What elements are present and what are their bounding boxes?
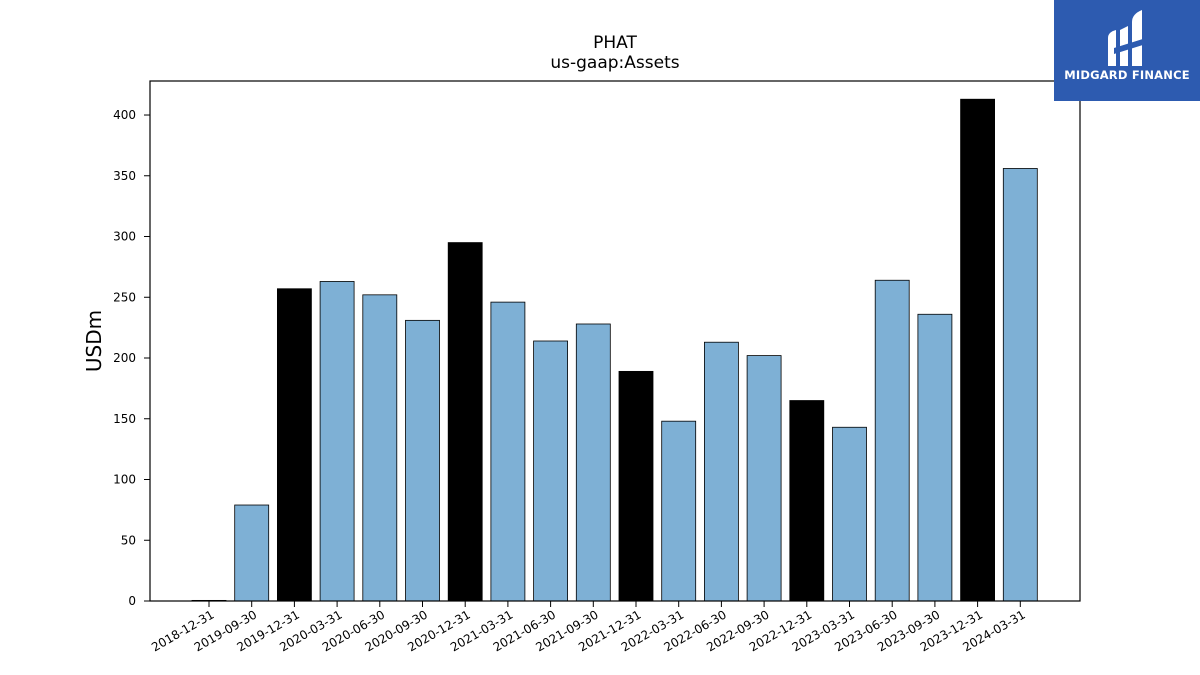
- logo-text: MIDGARD FINANCE: [1064, 68, 1190, 82]
- bar-2020-09-30: [405, 319, 440, 602]
- bar-2020-03-31: [319, 281, 355, 602]
- y-tick-label: 200: [113, 351, 136, 365]
- y-tick-label: 100: [113, 473, 136, 487]
- bar-2019-12-31: [276, 288, 312, 602]
- bar-2022-03-31: [661, 420, 697, 602]
- bar-2022-06-30: [704, 341, 739, 602]
- bar-2019-09-30: [234, 504, 270, 602]
- y-tick-label: 400: [113, 108, 136, 122]
- bar-2020-12-31: [447, 242, 483, 602]
- bar-2022-12-31: [789, 400, 825, 602]
- bar-2023-03-31: [832, 426, 867, 602]
- bar-2023-12-31: [960, 98, 995, 602]
- bar-2023-06-30: [874, 279, 910, 602]
- y-tick-label: 150: [113, 412, 136, 426]
- chart-title: PHAT: [593, 33, 637, 53]
- logo-mark-icon: [1108, 10, 1146, 66]
- y-tick-label: 50: [121, 533, 136, 547]
- y-axis-label: USDm: [82, 310, 106, 372]
- bar-2021-03-31: [490, 301, 526, 602]
- y-tick-label: 300: [113, 230, 136, 244]
- plot-frame: [149, 80, 1081, 602]
- bar-2024-03-31: [1002, 168, 1038, 602]
- company-logo: MIDGARD FINANCE: [1054, 0, 1200, 101]
- bar-2023-09-30: [917, 313, 953, 602]
- y-ticks-group: 0 50 100 150 200 250 300 350 400: [113, 108, 150, 608]
- bars-group: [191, 98, 1038, 602]
- bar-2021-09-30: [575, 323, 611, 602]
- bar-2021-12-31: [618, 370, 654, 602]
- bar-2021-06-30: [533, 340, 568, 602]
- bar-2022-09-30: [746, 355, 782, 602]
- y-tick-label: 250: [113, 290, 136, 304]
- x-ticks-group: 2018-12-312019-09-302019-12-312020-03-31…: [149, 601, 1028, 654]
- bar-2020-06-30: [362, 294, 398, 602]
- y-tick-label: 350: [113, 169, 136, 183]
- y-tick-label: 0: [128, 594, 136, 608]
- chart-subtitle: us-gaap:Assets: [550, 53, 679, 73]
